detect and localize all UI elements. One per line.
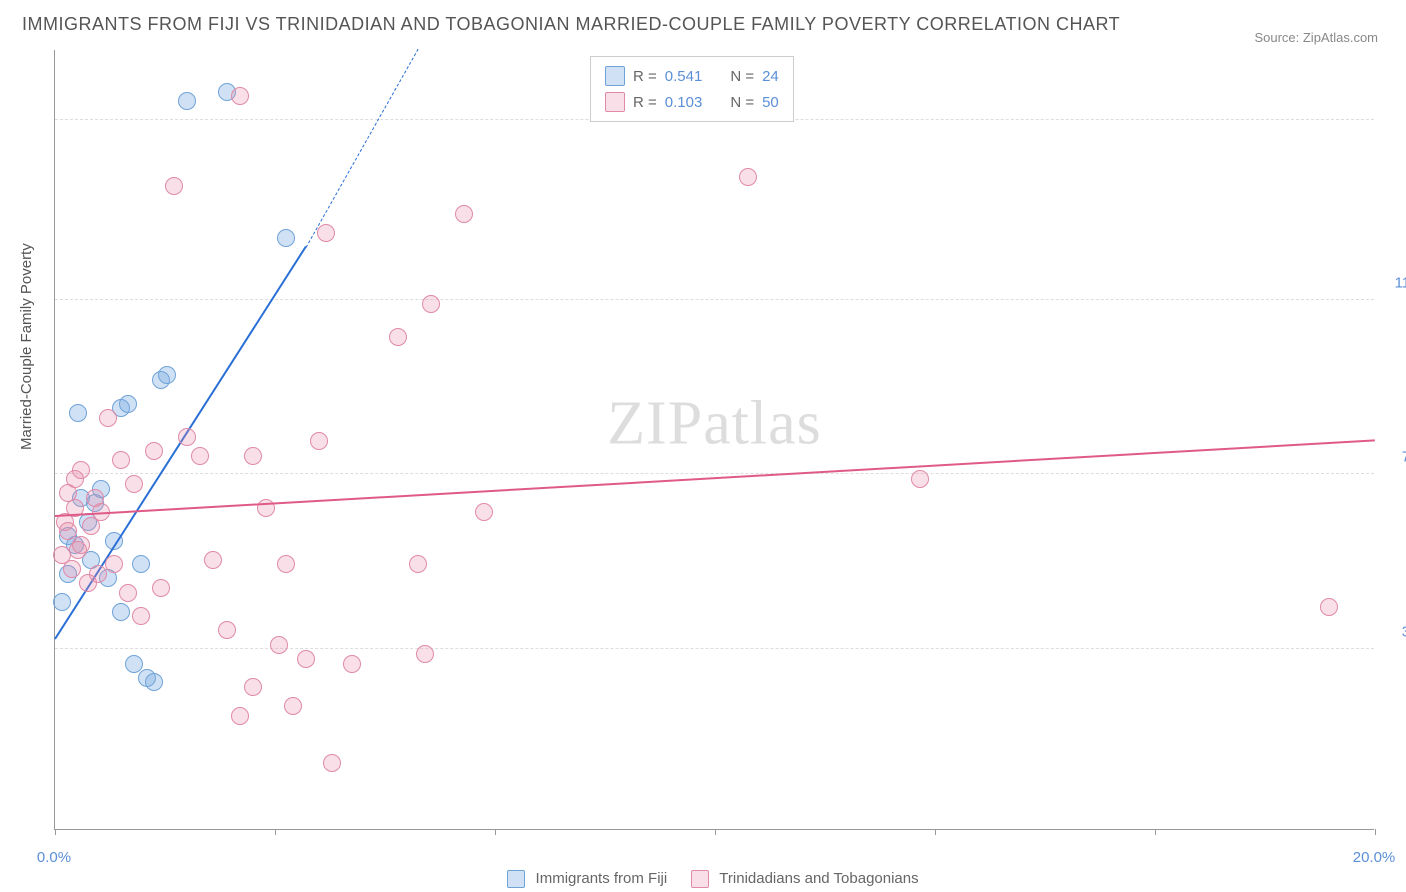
legend-label-2: Trinidadians and Tobagonians <box>719 870 918 887</box>
data-point <box>218 621 236 639</box>
data-point <box>297 650 315 668</box>
source-label: Source: ZipAtlas.com <box>1254 30 1378 45</box>
swatch-series-1 <box>605 66 625 86</box>
legend-row-series-1: R = 0.541 N = 24 <box>605 63 779 89</box>
y-axis-label: Married-Couple Family Poverty <box>18 243 35 450</box>
data-point <box>257 499 275 517</box>
x-tick <box>935 829 936 835</box>
x-tick <box>55 829 56 835</box>
x-tick-label: 20.0% <box>1353 849 1396 866</box>
data-point <box>125 475 143 493</box>
swatch-series-2 <box>605 92 625 112</box>
data-point <box>72 536 90 554</box>
x-tick <box>715 829 716 835</box>
stats-legend: R = 0.541 N = 24 R = 0.103 N = 50 <box>590 56 794 122</box>
swatch-series-2-bottom <box>691 870 709 888</box>
n-value-2: 50 <box>762 94 779 111</box>
data-point <box>422 295 440 313</box>
x-tick <box>275 829 276 835</box>
data-point <box>119 395 137 413</box>
data-point <box>323 754 341 772</box>
data-point <box>416 645 434 663</box>
data-point <box>911 470 929 488</box>
legend-label-1: Immigrants from Fiji <box>536 870 668 887</box>
x-tick <box>1155 829 1156 835</box>
y-tick-label: 11.2% <box>1395 274 1406 291</box>
data-point <box>53 593 71 611</box>
data-point <box>244 678 262 696</box>
data-point <box>158 366 176 384</box>
data-point <box>112 603 130 621</box>
data-point <box>178 92 196 110</box>
chart-title: IMMIGRANTS FROM FIJI VS TRINIDADIAN AND … <box>22 14 1120 35</box>
data-point <box>455 205 473 223</box>
data-point <box>145 442 163 460</box>
series-legend: Immigrants from Fiji Trinidadians and To… <box>0 870 1406 888</box>
data-point <box>112 451 130 469</box>
gridline <box>55 299 1374 300</box>
trend-line <box>305 48 418 247</box>
x-tick <box>1375 829 1376 835</box>
data-point <box>343 655 361 673</box>
r-value-1: 0.541 <box>665 68 703 85</box>
data-point <box>310 432 328 450</box>
data-point <box>59 522 77 540</box>
data-point <box>739 168 757 186</box>
data-point <box>63 560 81 578</box>
data-point <box>145 673 163 691</box>
data-point <box>244 447 262 465</box>
gridline <box>55 473 1374 474</box>
data-point <box>191 447 209 465</box>
data-point <box>69 404 87 422</box>
data-point <box>132 607 150 625</box>
r-label: R = <box>633 94 657 111</box>
data-point <box>89 565 107 583</box>
data-point <box>105 555 123 573</box>
r-label: R = <box>633 68 657 85</box>
n-label: N = <box>730 94 754 111</box>
data-point <box>125 655 143 673</box>
data-point <box>270 636 288 654</box>
n-label: N = <box>730 68 754 85</box>
data-point <box>284 697 302 715</box>
data-point <box>165 177 183 195</box>
swatch-series-1-bottom <box>507 870 525 888</box>
data-point <box>389 328 407 346</box>
data-point <box>178 428 196 446</box>
data-point <box>277 555 295 573</box>
n-value-1: 24 <box>762 68 779 85</box>
data-point <box>99 409 117 427</box>
data-point <box>409 555 427 573</box>
y-tick-label: 7.5% <box>1402 449 1406 466</box>
watermark: ZIPatlas <box>607 388 822 459</box>
data-point <box>277 229 295 247</box>
data-point <box>475 503 493 521</box>
r-value-2: 0.103 <box>665 94 703 111</box>
data-point <box>152 579 170 597</box>
data-point <box>72 461 90 479</box>
data-point <box>119 584 137 602</box>
data-point <box>1320 598 1338 616</box>
data-point <box>231 707 249 725</box>
data-point <box>204 551 222 569</box>
legend-row-series-2: R = 0.103 N = 50 <box>605 89 779 115</box>
gridline <box>55 648 1374 649</box>
scatter-plot: ZIPatlas 3.8%7.5%11.2% <box>54 50 1374 830</box>
y-tick-label: 3.8% <box>1402 624 1406 641</box>
data-point <box>231 87 249 105</box>
x-tick <box>495 829 496 835</box>
data-point <box>317 224 335 242</box>
data-point <box>132 555 150 573</box>
x-tick-label: 0.0% <box>37 849 71 866</box>
